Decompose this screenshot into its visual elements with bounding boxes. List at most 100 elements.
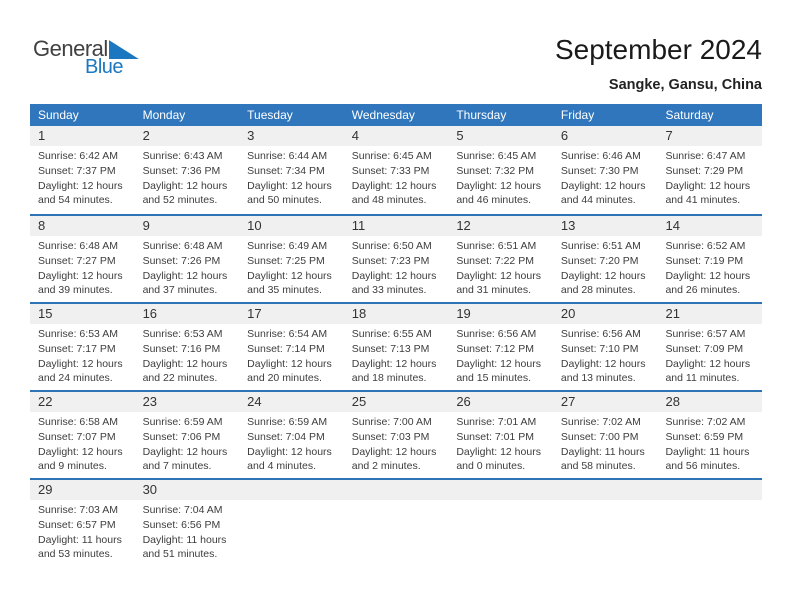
- day-details: Sunrise: 6:43 AM Sunset: 7:36 PM Daylight:…: [135, 146, 240, 208]
- day-number: 3: [239, 126, 344, 146]
- day-details: Sunrise: 6:57 AM Sunset: 7:09 PM Daylight:…: [657, 324, 762, 386]
- day-details: Sunrise: 7:01 AM Sunset: 7:01 PM Daylight:…: [448, 412, 553, 474]
- day-cell: 16 Sunrise: 6:53 AM Sunset: 7:16 PM Dayligh…: [134, 304, 240, 390]
- day-number: 4: [343, 126, 449, 146]
- daylight-text: Daylight: 12 hours and 44 minutes.: [560, 179, 646, 207]
- sunrise-text: Sunrise: 6:45 AM: [456, 150, 537, 162]
- day-cell: 14 Sunrise: 6:52 AM Sunset: 7:19 PM Dayligh…: [657, 216, 763, 302]
- sunrise-text: Sunrise: 6:45 AM: [351, 150, 432, 162]
- weekday-header-sunday: Sunday: [38, 108, 79, 122]
- sunrise-text: Sunrise: 6:50 AM: [351, 240, 432, 252]
- page-title: September 2024: [554, 34, 762, 65]
- day-number: 17: [239, 304, 344, 324]
- daylight-text: Daylight: 12 hours and 50 minutes.: [247, 179, 332, 207]
- day-number: 25: [343, 392, 449, 412]
- sunrise-text: Sunrise: 6:48 AM: [38, 240, 118, 252]
- day-number: 6: [552, 126, 658, 146]
- sunset-text: Sunset: 7:30 PM: [560, 164, 639, 177]
- sunset-text: Sunset: 7:14 PM: [247, 342, 325, 355]
- sunrise-text: Sunrise: 6:48 AM: [142, 240, 223, 252]
- day-cell: 17 Sunrise: 6:54 AM Sunset: 7:14 PM Dayligh…: [239, 304, 344, 390]
- week-row: 22 Sunrise: 6:58 AM Sunset: 7:07 PM Dayligh…: [30, 390, 763, 478]
- week-row: 8 Sunrise: 6:48 AM Sunset: 7:27 PM Daylight…: [30, 214, 763, 302]
- sunset-text: Sunset: 7:12 PM: [456, 342, 534, 355]
- day-cell: 4 Sunrise: 6:45 AM Sunset: 7:33 PM Daylight…: [343, 126, 449, 214]
- sunset-text: Sunset: 7:17 PM: [38, 342, 116, 355]
- sunrise-text: Sunrise: 6:59 AM: [247, 416, 328, 428]
- weekday-header-monday: Monday: [142, 108, 186, 122]
- sunset-text: Sunset: 7:22 PM: [456, 254, 534, 267]
- day-number: 23: [134, 392, 240, 412]
- sunrise-text: Sunrise: 6:51 AM: [560, 240, 641, 252]
- day-details: Sunrise: 6:55 AM Sunset: 7:13 PM Daylight:…: [344, 324, 449, 386]
- day-details: Sunrise: 7:00 AM Sunset: 7:03 PM Daylight:…: [344, 412, 449, 474]
- day-details: Sunrise: 6:45 AM Sunset: 7:33 PM Daylight:…: [344, 146, 449, 208]
- day-details: Sunrise: 6:46 AM Sunset: 7:30 PM Daylight:…: [553, 146, 658, 208]
- sunset-text: Sunset: 7:07 PM: [38, 430, 116, 443]
- day-cell: 7 Sunrise: 6:47 AM Sunset: 7:29 PM Daylight…: [657, 126, 763, 214]
- daylight-text: Daylight: 12 hours and 13 minutes.: [560, 357, 646, 385]
- day-number: 24: [239, 392, 344, 412]
- day-number: 13: [552, 216, 658, 236]
- day-number: 9: [134, 216, 240, 236]
- sunset-text: Sunset: 7:01 PM: [456, 430, 534, 443]
- daylight-text: Daylight: 12 hours and 4 minutes.: [247, 445, 332, 473]
- sunrise-text: Sunrise: 6:43 AM: [142, 150, 223, 162]
- sunrise-text: Sunrise: 7:04 AM: [142, 504, 223, 516]
- day-cell: 29 Sunrise: 7:03 AM Sunset: 6:57 PM Dayligh…: [30, 480, 135, 566]
- day-number: 18: [343, 304, 449, 324]
- daylight-text: Daylight: 12 hours and 46 minutes.: [456, 179, 541, 207]
- day-number: [343, 480, 449, 500]
- week-row: 15 Sunrise: 6:53 AM Sunset: 7:17 PM Dayligh…: [30, 302, 763, 390]
- sunset-text: Sunset: 7:23 PM: [351, 254, 430, 267]
- day-details: Sunrise: 6:47 AM Sunset: 7:29 PM Daylight:…: [657, 146, 762, 208]
- daylight-text: Daylight: 12 hours and 33 minutes.: [351, 269, 437, 297]
- day-cell: 30 Sunrise: 7:04 AM Sunset: 6:56 PM Dayligh…: [134, 480, 240, 566]
- day-number: [239, 480, 344, 500]
- sunset-text: Sunset: 7:10 PM: [560, 342, 639, 355]
- logo-text-general: General: [33, 36, 108, 61]
- day-details: Sunrise: 6:44 AM Sunset: 7:34 PM Daylight:…: [239, 146, 344, 208]
- sunset-text: Sunset: 7:25 PM: [247, 254, 325, 267]
- sunrise-text: Sunrise: 7:00 AM: [351, 416, 432, 428]
- day-cell: 20 Sunrise: 6:56 AM Sunset: 7:10 PM Dayligh…: [552, 304, 658, 390]
- day-details: Sunrise: 6:49 AM Sunset: 7:25 PM Daylight:…: [239, 236, 344, 298]
- week-row: 29 Sunrise: 7:03 AM Sunset: 6:57 PM Dayligh…: [30, 478, 763, 566]
- day-details: Sunrise: 6:48 AM Sunset: 7:26 PM Daylight:…: [135, 236, 240, 298]
- sunset-text: Sunset: 7:04 PM: [247, 430, 325, 443]
- daylight-text: Daylight: 12 hours and 11 minutes.: [665, 357, 751, 385]
- day-details: Sunrise: 6:56 AM Sunset: 7:10 PM Daylight:…: [553, 324, 658, 386]
- day-number: 28: [657, 392, 763, 412]
- day-cell: 27 Sunrise: 7:02 AM Sunset: 7:00 PM Dayligh…: [552, 392, 658, 478]
- daylight-text: Daylight: 12 hours and 20 minutes.: [247, 357, 332, 385]
- day-number: [657, 480, 763, 500]
- day-number: 1: [30, 126, 135, 146]
- sunrise-text: Sunrise: 7:02 AM: [665, 416, 746, 428]
- daylight-text: Daylight: 12 hours and 48 minutes.: [351, 179, 437, 207]
- day-cell: 18 Sunrise: 6:55 AM Sunset: 7:13 PM Dayligh…: [343, 304, 449, 390]
- daylight-text: Daylight: 12 hours and 22 minutes.: [142, 357, 228, 385]
- day-details: Sunrise: 6:50 AM Sunset: 7:23 PM Daylight:…: [344, 236, 449, 298]
- weekday-header-saturday: Saturday: [665, 108, 714, 122]
- sunrise-text: Sunrise: 6:58 AM: [38, 416, 118, 428]
- day-details: Sunrise: 7:04 AM Sunset: 6:56 PM Daylight:…: [135, 500, 240, 562]
- day-cell: 24 Sunrise: 6:59 AM Sunset: 7:04 PM Dayligh…: [239, 392, 344, 478]
- daylight-text: Daylight: 11 hours and 53 minutes.: [38, 533, 122, 561]
- day-number: [448, 480, 553, 500]
- sunset-text: Sunset: 7:19 PM: [665, 254, 744, 267]
- empty-day-cell: [657, 480, 763, 566]
- weekday-header-tuesday: Tuesday: [247, 108, 293, 122]
- daylight-text: Daylight: 12 hours and 26 minutes.: [665, 269, 751, 297]
- day-number: 19: [448, 304, 553, 324]
- day-details: Sunrise: 6:42 AM Sunset: 7:37 PM Daylight:…: [30, 146, 135, 208]
- sunset-text: Sunset: 7:34 PM: [247, 164, 325, 177]
- day-cell: 3 Sunrise: 6:44 AM Sunset: 7:34 PM Daylight…: [239, 126, 344, 214]
- sunrise-text: Sunrise: 6:53 AM: [38, 328, 118, 340]
- day-number: 8: [30, 216, 135, 236]
- day-details: Sunrise: 7:02 AM Sunset: 7:00 PM Daylight:…: [553, 412, 658, 474]
- sunrise-text: Sunrise: 6:52 AM: [665, 240, 746, 252]
- calendar-grid: Sunday Monday Tuesday Wednesday Thursday Frid…: [30, 104, 763, 566]
- sunset-text: Sunset: 7:37 PM: [38, 164, 116, 177]
- sunrise-text: Sunrise: 6:51 AM: [456, 240, 537, 252]
